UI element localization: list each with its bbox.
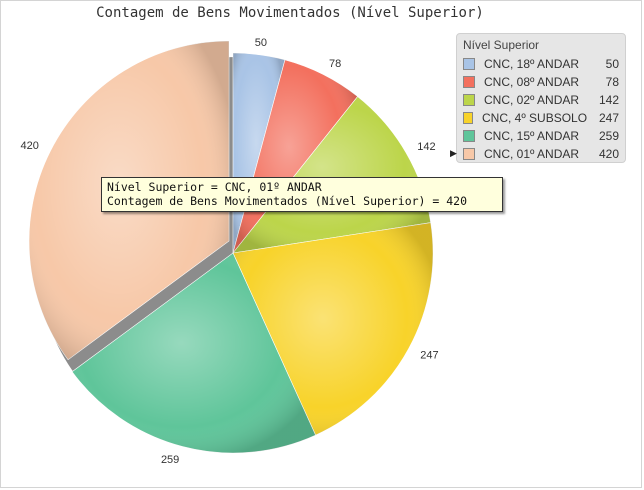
legend-swatch <box>463 130 475 142</box>
legend-value: 247 <box>598 111 619 125</box>
legend-swatch <box>463 76 475 88</box>
legend-value: 420 <box>598 147 619 161</box>
chart-title: Contagem de Bens Movimentados (Nível Sup… <box>96 5 484 21</box>
selected-marker-icon: ▶ <box>450 148 457 158</box>
legend: Nível Superior CNC, 18º ANDAR 50 CNC, 08º … <box>450 33 626 163</box>
slice-value-label: 420 <box>21 140 39 152</box>
slice-value-label: 78 <box>329 58 341 70</box>
legend-swatch <box>463 94 475 106</box>
legend-item-cnc-02-andar[interactable]: CNC, 02º ANDAR 142 <box>463 91 619 109</box>
legend-label: CNC, 01º ANDAR <box>483 147 580 161</box>
legend-value: 259 <box>598 129 619 143</box>
legend-label: CNC, 4º SUBSOLO <box>481 111 588 125</box>
tooltip-line-1: Nível Superior = CNC, 01º ANDAR <box>107 180 322 194</box>
legend-label: CNC, 18º ANDAR <box>483 57 580 71</box>
legend-label: CNC, 15º ANDAR <box>483 129 580 143</box>
legend-item-cnc-4-subsolo[interactable]: CNC, 4º SUBSOLO 247 <box>463 109 619 127</box>
legend-value: 50 <box>605 57 619 71</box>
legend-swatch <box>463 58 475 70</box>
legend-item-cnc-15-andar[interactable]: CNC, 15º ANDAR 259 <box>463 127 619 145</box>
tooltip-line-2: Contagem de Bens Movimentados (Nível Sup… <box>107 194 468 208</box>
legend-item-cnc-01-andar[interactable]: ▶ CNC, 01º ANDAR 420 <box>450 145 619 163</box>
legend-value: 78 <box>605 75 619 89</box>
slice-value-label: 259 <box>161 454 179 466</box>
slice-value-label: 247 <box>420 350 438 362</box>
legend-swatch <box>463 112 473 124</box>
legend-title: Nível Superior <box>463 38 540 52</box>
legend-item-cnc-18-andar[interactable]: CNC, 18º ANDAR 50 <box>463 55 619 73</box>
slice-value-label: 142 <box>417 141 435 153</box>
legend-item-cnc-08-andar[interactable]: CNC, 08º ANDAR 78 <box>463 73 619 91</box>
legend-swatch <box>463 148 475 160</box>
tooltip: Nível Superior = CNC, 01º ANDAR Contagem… <box>101 177 503 212</box>
slice-value-label: 50 <box>255 37 267 49</box>
legend-value: 142 <box>598 93 619 107</box>
legend-label: CNC, 02º ANDAR <box>483 93 580 107</box>
legend-label: CNC, 08º ANDAR <box>483 75 580 89</box>
